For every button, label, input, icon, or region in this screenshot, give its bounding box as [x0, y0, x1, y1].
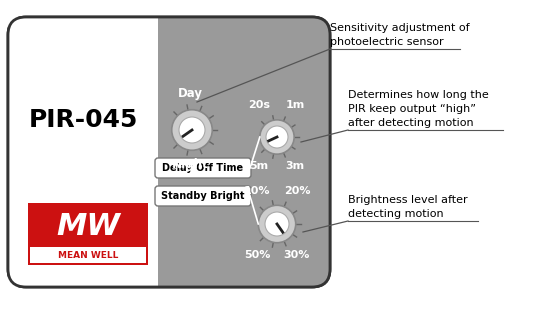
Text: photoelectric sensor: photoelectric sensor [330, 37, 444, 47]
FancyBboxPatch shape [8, 17, 330, 287]
Text: after detecting motion: after detecting motion [348, 118, 474, 128]
Circle shape [172, 110, 212, 150]
Text: PIR keep output “high”: PIR keep output “high” [348, 104, 476, 114]
Text: MEAN WELL: MEAN WELL [58, 250, 118, 260]
Text: detecting motion: detecting motion [348, 209, 444, 219]
Bar [30, 247, 146, 263]
Bar [8, 17, 158, 287]
Text: 3m: 3m [285, 161, 305, 171]
Circle shape [258, 205, 296, 243]
Text: Brightness level after: Brightness level after [348, 195, 468, 205]
Text: Sensitivity adjustment of: Sensitivity adjustment of [330, 23, 469, 33]
FancyBboxPatch shape [8, 17, 330, 287]
Text: 30%: 30% [284, 250, 310, 260]
Text: Day: Day [177, 87, 203, 100]
Text: 10%: 10% [244, 186, 270, 196]
FancyBboxPatch shape [155, 186, 251, 206]
Text: Delay Off Time: Delay Off Time [163, 163, 244, 173]
Text: Standby Bright: Standby Bright [161, 191, 245, 201]
Circle shape [179, 117, 205, 143]
Text: 20%: 20% [284, 186, 310, 196]
Bar [30, 245, 146, 263]
Bar [28, 203, 148, 265]
Text: 50%: 50% [244, 250, 270, 260]
Circle shape [260, 120, 294, 154]
Text: PIR-045: PIR-045 [28, 108, 138, 132]
Text: Determines how long the: Determines how long the [348, 90, 489, 100]
Text: 20s: 20s [248, 100, 270, 110]
Text: 1m: 1m [285, 100, 305, 110]
Circle shape [266, 126, 288, 148]
Text: NIght: NIght [171, 158, 208, 171]
FancyBboxPatch shape [155, 158, 251, 178]
Text: 5m: 5m [250, 161, 268, 171]
Text: MW: MW [56, 212, 120, 241]
Circle shape [265, 212, 289, 236]
